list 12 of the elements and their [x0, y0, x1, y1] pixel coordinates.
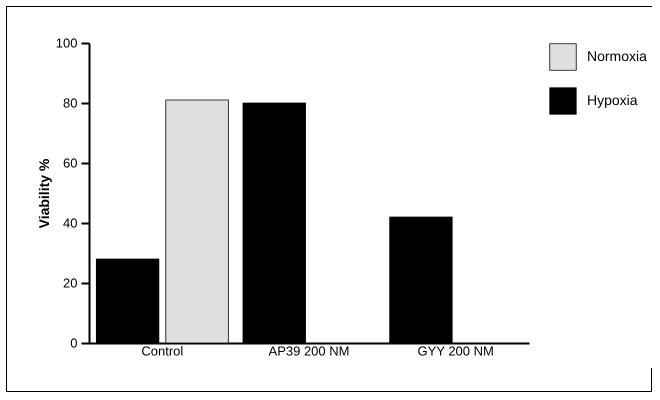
y-tick-label: 20 — [63, 276, 78, 290]
y-tick-label: 100 — [56, 36, 78, 50]
x-tick-label: GYY 200 NM — [417, 344, 494, 358]
legend-label: Hypoxia — [587, 92, 638, 108]
y-axis-title: Viability % — [36, 158, 52, 228]
legend-label: Normoxia — [587, 48, 648, 64]
y-tick-label: 60 — [63, 156, 78, 170]
x-tick-label: AP39 200 NM — [268, 344, 350, 358]
y-tick-label: 0 — [70, 336, 78, 350]
y-tick-label: 80 — [63, 96, 78, 110]
x-tick-label: Control — [141, 344, 184, 358]
y-tick-label: 40 — [63, 216, 78, 230]
